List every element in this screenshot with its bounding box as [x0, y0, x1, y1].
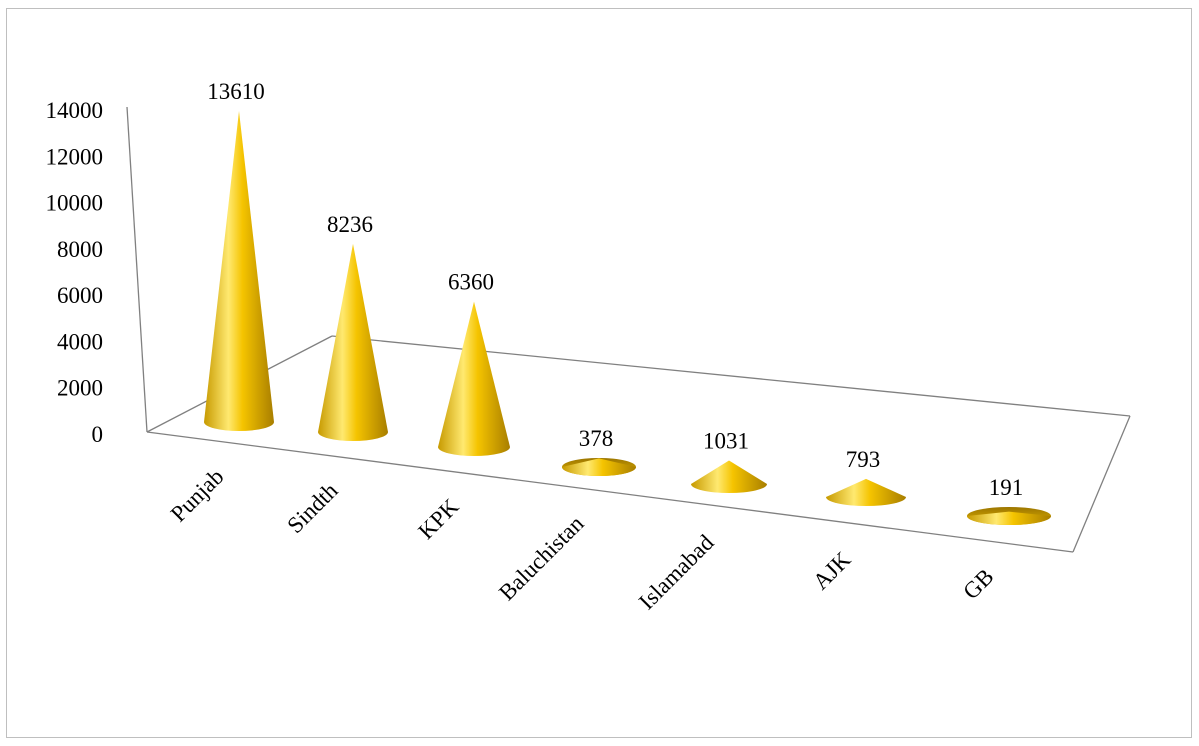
- data-label: 793: [846, 447, 881, 472]
- x-tick-label: GB: [958, 564, 998, 604]
- value-axis-line: [126, 106, 148, 433]
- cone-body: [967, 511, 1051, 525]
- cone-body: [562, 458, 636, 476]
- x-tick-label: KPK: [413, 494, 463, 544]
- chart-frame: [6, 8, 1192, 738]
- y-tick-label: 10000: [46, 191, 104, 216]
- data-labels: 13610 8236 6360 378 1031 793 191: [207, 79, 1023, 500]
- y-tick-label: 14000: [46, 98, 104, 123]
- cone-body: [204, 111, 274, 431]
- y-tick-label: 0: [92, 422, 104, 447]
- x-tick-label: Sindth: [282, 478, 343, 539]
- x-tick-label: Islamabad: [634, 530, 719, 615]
- x-tick-label: AJK: [808, 547, 856, 595]
- data-label: 13610: [207, 79, 265, 104]
- cone-body: [826, 478, 906, 506]
- cone-body: [318, 243, 388, 441]
- y-tick-label: 12000: [46, 144, 104, 169]
- cone-body: [691, 460, 767, 493]
- right-floor-edge: [1072, 415, 1131, 553]
- cone-sindth: [318, 243, 388, 441]
- cone-body: [438, 301, 510, 456]
- cone-ajk: [826, 478, 906, 506]
- y-tick-label: 4000: [57, 329, 103, 354]
- value-axis-ticks: 0 2000 4000 6000 8000 10000 12000 14000: [46, 98, 104, 447]
- x-tick-label: Baluchistan: [494, 511, 589, 606]
- data-label: 6360: [448, 270, 494, 295]
- category-axis-line: [146, 431, 1074, 553]
- data-label: 191: [989, 475, 1024, 500]
- cone-islamabad: [691, 460, 767, 493]
- cone-series: [204, 111, 1051, 525]
- cone-baluchistan: [562, 458, 636, 476]
- cone-kpk: [438, 301, 510, 456]
- data-label: 8236: [327, 212, 373, 237]
- data-label: 378: [579, 426, 614, 451]
- y-tick-label: 6000: [57, 283, 103, 308]
- cone-gb: [967, 507, 1051, 525]
- cone-punjab: [204, 111, 274, 431]
- chart-axes: [126, 106, 1131, 553]
- y-tick-label: 8000: [57, 237, 103, 262]
- data-label: 1031: [703, 428, 749, 453]
- x-tick-label: Punjab: [166, 464, 229, 527]
- y-tick-label: 2000: [57, 376, 103, 401]
